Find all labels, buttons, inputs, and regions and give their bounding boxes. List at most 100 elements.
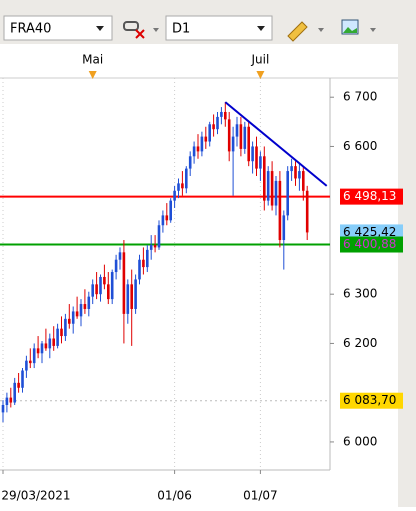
candle-body bbox=[274, 180, 278, 206]
candle-body bbox=[146, 249, 149, 268]
y-tick-label: 6 600 bbox=[343, 139, 377, 153]
candle-body bbox=[75, 311, 79, 317]
candle-body bbox=[185, 168, 188, 189]
candle-body bbox=[169, 200, 172, 221]
candle-body bbox=[25, 360, 28, 371]
candle-body bbox=[263, 156, 266, 201]
candle-body bbox=[157, 225, 161, 248]
timeframe: D1 bbox=[172, 22, 190, 37]
candle-body bbox=[17, 382, 20, 388]
ruler-icon[interactable] bbox=[287, 21, 308, 42]
candle-body bbox=[204, 136, 208, 142]
level-label: 6 400,88 bbox=[343, 237, 396, 251]
candle-body bbox=[278, 180, 282, 241]
period-marker bbox=[256, 71, 265, 79]
candle-body bbox=[130, 284, 133, 309]
candle-body bbox=[21, 370, 24, 388]
candle-body bbox=[235, 124, 239, 137]
candle-body bbox=[5, 397, 9, 405]
candle-body bbox=[32, 348, 36, 364]
candle-body bbox=[290, 166, 293, 172]
candle-body bbox=[134, 279, 137, 309]
candle-body bbox=[243, 126, 247, 149]
side-panel bbox=[398, 0, 416, 507]
candle-body bbox=[99, 276, 102, 295]
candle-body bbox=[270, 171, 274, 206]
candle-body bbox=[161, 215, 165, 226]
candle-body bbox=[122, 252, 126, 314]
candle-body bbox=[1, 404, 5, 413]
level-box bbox=[340, 188, 403, 205]
candle-body bbox=[114, 259, 118, 273]
candle-body bbox=[181, 183, 184, 189]
candle-body bbox=[48, 338, 52, 349]
candle-body bbox=[83, 304, 87, 309]
level-label: 6 498,13 bbox=[343, 189, 396, 203]
candle-body bbox=[259, 156, 262, 169]
candle-body bbox=[192, 146, 196, 157]
x-tick-label: 01/07 bbox=[243, 489, 278, 503]
y-tick-label: 6 000 bbox=[343, 434, 377, 448]
candle-body bbox=[52, 338, 55, 346]
y-tick-label: 6 200 bbox=[343, 336, 377, 350]
candle-body bbox=[87, 296, 91, 309]
candle-body bbox=[302, 171, 305, 191]
candle-body bbox=[251, 146, 254, 162]
period-label: Juil bbox=[250, 53, 269, 67]
timeframe-select[interactable] bbox=[165, 15, 273, 41]
candle-body bbox=[95, 284, 98, 295]
candle-body bbox=[208, 124, 211, 142]
level-label: 6 083,70 bbox=[343, 393, 396, 407]
candle-body bbox=[227, 119, 231, 152]
candle-body bbox=[79, 304, 83, 317]
candle-body bbox=[9, 397, 13, 403]
x-tick-label: 01/06 bbox=[157, 489, 192, 503]
symbol-select[interactable] bbox=[3, 15, 113, 41]
candle-body bbox=[44, 343, 48, 349]
candle-body bbox=[173, 190, 176, 201]
candle-body bbox=[153, 244, 157, 248]
dropdown-arrow bbox=[370, 28, 376, 32]
candle-body bbox=[196, 146, 200, 152]
candle-body bbox=[142, 259, 145, 268]
template-icon[interactable] bbox=[123, 21, 145, 39]
candle-body bbox=[255, 146, 258, 169]
candle-body bbox=[216, 116, 219, 130]
candle-body bbox=[165, 215, 169, 221]
candle-body bbox=[110, 272, 114, 300]
candle-body bbox=[40, 343, 44, 354]
candle-body bbox=[91, 284, 94, 297]
candle-body bbox=[298, 171, 301, 179]
y-tick-label: 6 700 bbox=[343, 90, 377, 104]
candle-body bbox=[239, 124, 243, 149]
candle-body bbox=[71, 311, 75, 324]
dropdown-arrow bbox=[153, 28, 159, 32]
candle-body bbox=[64, 318, 67, 337]
candle-body bbox=[224, 111, 227, 120]
candle-body bbox=[103, 276, 106, 285]
candle-body bbox=[188, 156, 192, 169]
candle-body bbox=[118, 252, 122, 260]
period-label: Mai bbox=[82, 53, 103, 67]
candle-body bbox=[212, 124, 215, 130]
period-marker bbox=[88, 71, 97, 79]
candle-body bbox=[126, 284, 130, 314]
candle-body bbox=[286, 171, 289, 216]
candle-body bbox=[149, 244, 153, 250]
dropdown-arrow bbox=[96, 26, 104, 31]
x-tick-label: 29/03/2021 bbox=[1, 489, 70, 503]
candle-body bbox=[220, 111, 223, 117]
candle-body bbox=[177, 183, 180, 191]
candle-body bbox=[107, 284, 110, 300]
level-label: 6 425,42 bbox=[343, 225, 396, 239]
level-box bbox=[340, 236, 403, 253]
candle-body bbox=[266, 171, 270, 201]
candle-body bbox=[29, 360, 32, 364]
candle-body bbox=[13, 382, 16, 403]
candle-body bbox=[56, 328, 59, 346]
candle-body bbox=[294, 166, 297, 179]
image-icon[interactable] bbox=[341, 19, 359, 35]
candle-body bbox=[200, 136, 204, 152]
candle-body bbox=[282, 215, 286, 241]
